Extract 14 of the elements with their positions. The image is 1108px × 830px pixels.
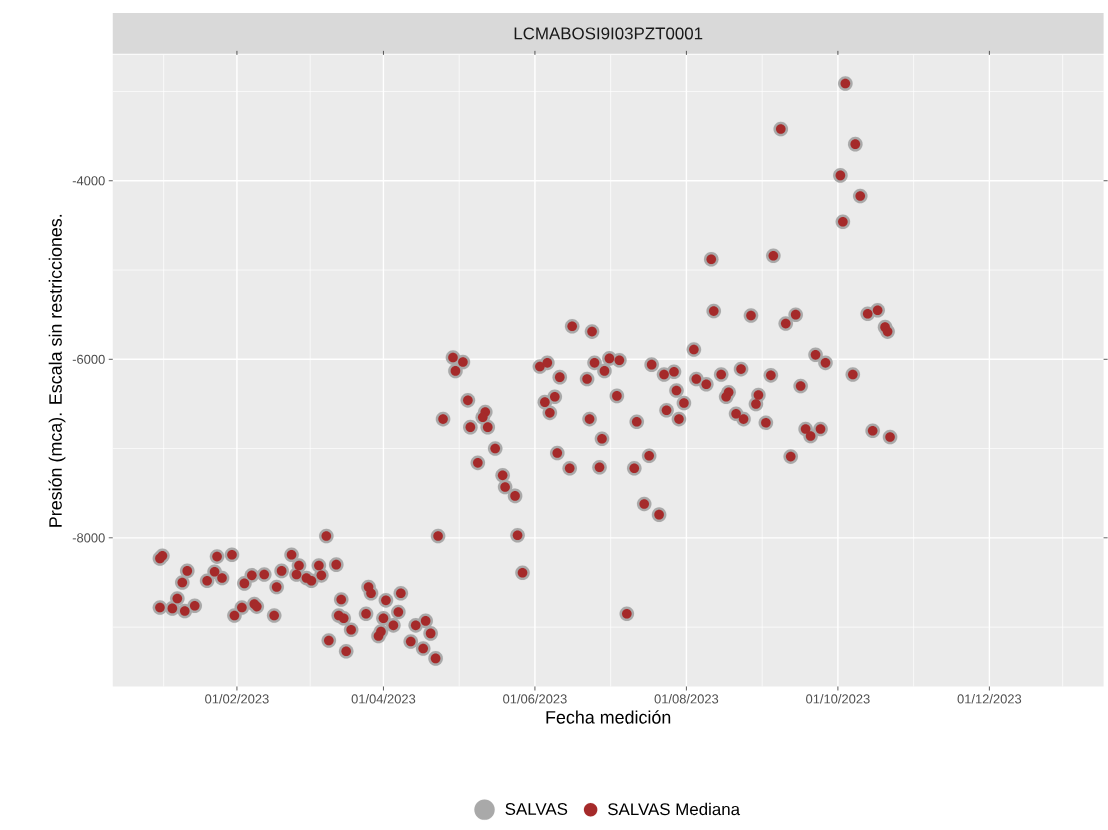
chart-title: LCMABOSI9I03PZT0001 — [514, 27, 703, 40]
legend-label: SALVAS — [505, 802, 568, 815]
y-tick-label: -6000 — [72, 354, 105, 364]
y-tick-label: -8000 — [72, 533, 105, 543]
x-tick-label: 01/12/2023 — [957, 693, 1022, 704]
x-tick-label: 01/10/2023 — [806, 693, 870, 704]
x-axis-title: Fecha medición — [546, 710, 671, 724]
x-tick-label: 01/06/2023 — [503, 693, 567, 704]
x-tick-label: 01/08/2023 — [654, 693, 719, 704]
x-tick-label: 01/04/2023 — [351, 693, 416, 704]
y-axis-title: Presión (mca). Escala sin restricciones. — [48, 214, 66, 527]
legend-label: SALVAS Mediana — [608, 802, 741, 816]
x-tick-label: 01/02/2023 — [205, 693, 269, 704]
y-tick-label: -4000 — [72, 176, 105, 186]
